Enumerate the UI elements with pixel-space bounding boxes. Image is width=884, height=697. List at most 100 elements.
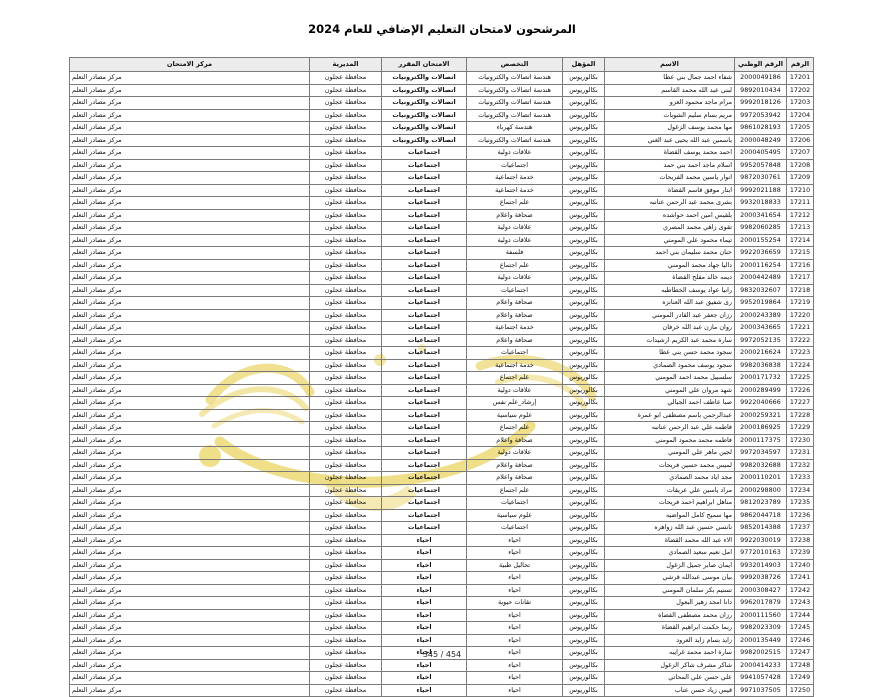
cell-qualification: بكالوريوس (562, 671, 605, 685)
cell-name: مناهل ابراهيم احمد فريحات (604, 496, 735, 510)
cell-rank: 17230 (786, 433, 814, 447)
cell-rank: 17208 (786, 158, 814, 172)
column-header-name: الاسم (604, 57, 735, 72)
cell-directorate: محافظة عجلون (309, 221, 382, 235)
cell-exam-center: مركز مصادر التعلم (69, 358, 310, 372)
cell-rank: 17235 (786, 496, 814, 510)
table-row: 17233 2000110201 مجد اياد محمد الصمادي بكال… (69, 471, 814, 485)
cell-rank: 17202 (786, 83, 814, 97)
cell-rank: 17238 (786, 533, 814, 547)
cell-national-id: 9922036659 (734, 246, 787, 260)
cell-name: ياسمين عبد الله يحيى عبد الغني (604, 133, 735, 147)
cell-specialization: هندسة اتصالات والكترونيات (466, 108, 563, 122)
cell-qualification: بكالوريوس (562, 121, 605, 135)
cell-specialization: احياء (466, 608, 563, 622)
cell-name: ربما حكمت ابراهيم القضاة (604, 621, 735, 635)
table-row: 17221 2000343665 روان مازن عبد الله خرفان ب… (69, 321, 814, 335)
table-row: 17236 9862044718 مها سميح كامل المواضيه بكا… (69, 508, 814, 522)
cell-qualification: بكالوريوس (562, 146, 605, 160)
cell-national-id: 9922040666 (734, 396, 787, 410)
column-header-specialization: التخصص (466, 57, 563, 72)
cell-rank: 17244 (786, 608, 814, 622)
cell-specialization: علاقات دولية (466, 383, 563, 397)
table-row: 17243 9962017879 دانا امجد زهير البعول بكال… (69, 596, 814, 610)
cell-directorate: محافظة عجلون (309, 633, 382, 647)
cell-national-id: 2000110201 (734, 471, 787, 485)
cell-assigned-exam: اجتماعيات (381, 258, 467, 272)
table-row: 17239 9772010163 امل نعيم سعيد الصمادي بكال… (69, 546, 814, 560)
table-row: 17211 9932018833 بشرى محمد عبد الرحمن عتان… (69, 196, 814, 210)
cell-exam-center: مركز مصادر التعلم (69, 246, 310, 260)
cell-assigned-exam: احياء (381, 671, 467, 685)
cell-directorate: محافظة عجلون (309, 196, 382, 210)
cell-national-id: 9772010163 (734, 546, 787, 560)
cell-directorate: محافظة عجلون (309, 583, 382, 597)
cell-directorate: محافظة عجلون (309, 521, 382, 535)
cell-name: تقوى زاهي محمد المصري (604, 221, 735, 235)
cell-specialization: اجتماعيات (466, 158, 563, 172)
cell-qualification: بكالوريوس (562, 333, 605, 347)
cell-directorate: محافظة عجلون (309, 346, 382, 360)
cell-name: احمد محمد يوسف القضاة (604, 146, 735, 160)
cell-directorate: محافظة عجلون (309, 321, 382, 335)
cell-directorate: محافظة عجلون (309, 621, 382, 635)
cell-specialization: خدمة اجتماعية (466, 183, 563, 197)
cell-national-id: 9992038726 (734, 571, 787, 585)
cell-exam-center: مركز مصادر التعلم (69, 271, 310, 285)
cell-qualification: بكالوريوس (562, 571, 605, 585)
cell-exam-center: مركز مصادر التعلم (69, 658, 310, 672)
cell-qualification: بكالوريوس (562, 408, 605, 422)
cell-assigned-exam: اجتماعيات (381, 221, 467, 235)
cell-national-id: 2000405495 (734, 146, 787, 160)
cell-name: مريم بسام سليم الشوبات (604, 108, 735, 122)
cell-exam-center: مركز مصادر التعلم (69, 458, 310, 472)
cell-qualification: بكالوريوس (562, 458, 605, 472)
cell-name: بلقيس امين احمد حواشده (604, 208, 735, 222)
cell-name: روان مازن عبد الله خرفان (604, 321, 735, 335)
cell-name: زايد بسام زايد العرود (604, 633, 735, 647)
cell-qualification: بكالوريوس (562, 421, 605, 435)
cell-exam-center: مركز مصادر التعلم (69, 583, 310, 597)
cell-assigned-exam: احياء (381, 621, 467, 635)
cell-assigned-exam: اجتماعيات (381, 246, 467, 260)
cell-qualification: بكالوريوس (562, 471, 605, 485)
cell-directorate: محافظة عجلون (309, 558, 382, 572)
cell-exam-center: مركز مصادر التعلم (69, 196, 310, 210)
table-row: 17238 9922030019 الاء عبد الله محمد القضاة… (69, 533, 814, 547)
cell-exam-center: مركز مصادر التعلم (69, 296, 310, 310)
cell-rank: 17214 (786, 233, 814, 247)
cell-assigned-exam: احياء (381, 558, 467, 572)
cell-qualification: بكالوريوس (562, 633, 605, 647)
cell-directorate: محافظة عجلون (309, 683, 382, 697)
cell-national-id: 9992018126 (734, 96, 787, 110)
cell-assigned-exam: اجتماعيات (381, 483, 467, 497)
cell-specialization: هندسة اتصالات والكترونيات (466, 83, 563, 97)
cell-national-id: 2000343665 (734, 321, 787, 335)
cell-exam-center: مركز مصادر التعلم (69, 483, 310, 497)
cell-name: فاطمه علي عبد الرحمن عنانبه (604, 421, 735, 435)
cell-exam-center: مركز مصادر التعلم (69, 208, 310, 222)
cell-directorate: محافظة عجلون (309, 546, 382, 560)
cell-specialization: احياء (466, 633, 563, 647)
cell-specialization: اجتماعيات (466, 521, 563, 535)
cell-name: انوار ياسين محمد الفريحات (604, 171, 735, 185)
cell-rank: 17223 (786, 346, 814, 360)
cell-name: سارة محمد عبد الكريم ارشيدات (604, 333, 735, 347)
cell-qualification: بكالوريوس (562, 258, 605, 272)
table-row: 17230 2000117375 فاطمه محمد محمود المومني ب… (69, 433, 814, 447)
cell-specialization: علاقات دولية (466, 271, 563, 285)
cell-assigned-exam: اجتماعيات (381, 333, 467, 347)
table-row: 17205 9861028193 مها محمد يوسف الزغول بكالو… (69, 121, 814, 135)
cell-qualification: بكالوريوس (562, 446, 605, 460)
cell-exam-center: مركز مصادر التعلم (69, 283, 310, 297)
cell-name: مرام ماجد محمود الغزو (604, 96, 735, 110)
cell-rank: 17210 (786, 183, 814, 197)
cell-name: بشرى محمد عبد الرحمن عتانبه (604, 196, 735, 210)
cell-directorate: محافظة عجلون (309, 533, 382, 547)
cell-directorate: محافظة عجلون (309, 596, 382, 610)
cell-national-id: 9992021188 (734, 183, 787, 197)
cell-rank: 17243 (786, 596, 814, 610)
cell-qualification: بكالوريوس (562, 608, 605, 622)
table-row: 17228 2000259321 عبدالرحمن باسم مصطفى ابو … (69, 408, 814, 422)
cell-rank: 17205 (786, 121, 814, 135)
